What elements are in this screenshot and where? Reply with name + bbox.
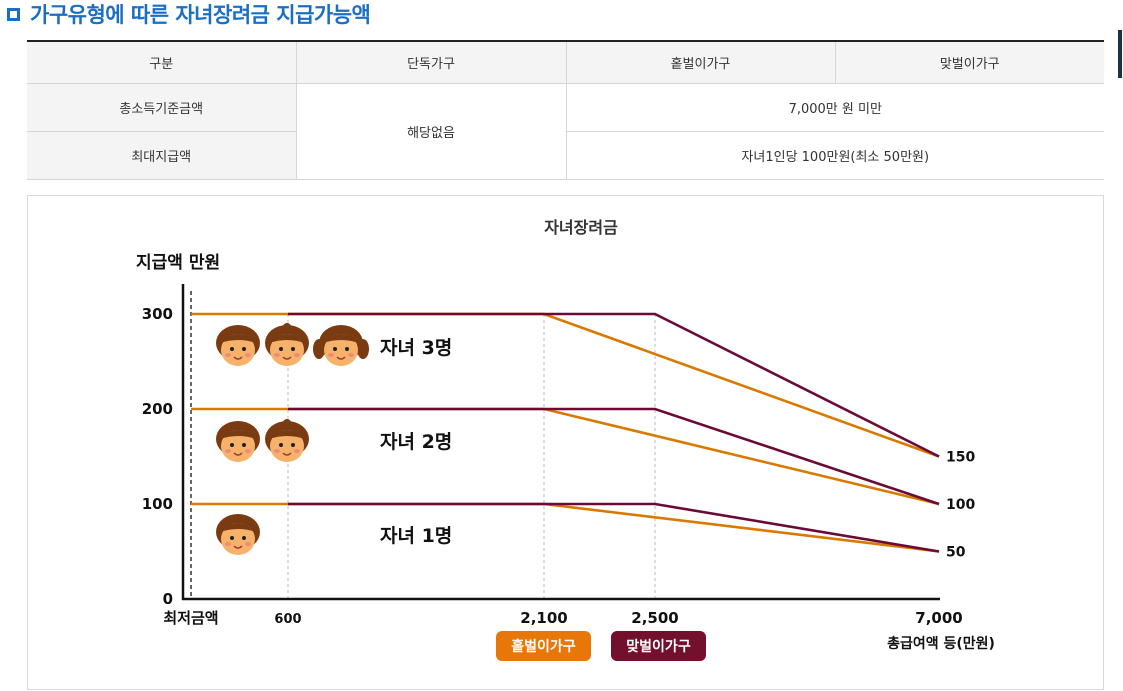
child-count-label: 자녀 2명 — [380, 431, 452, 453]
square-bullet-icon — [7, 7, 20, 21]
table-row: 최대지급액 자녀1인당 100만원(최소 50만원) — [27, 131, 1104, 180]
cell-income-limit: 7,000만 원 미만 — [565, 83, 1104, 132]
y-tick-label: 0 — [163, 590, 173, 608]
child-face-icon — [313, 325, 369, 366]
dual-earner-line — [288, 312, 940, 458]
y-tick-label: 300 — [142, 305, 173, 323]
cell-max-amount: 자녀1인당 100만원(최소 50만원) — [565, 131, 1104, 180]
y-tick-label: 100 — [142, 495, 173, 513]
header-single: 단독가구 — [295, 41, 566, 84]
single-earner-line — [191, 502, 940, 553]
header-single-earner: 홑벌이가구 — [565, 41, 835, 84]
header-category: 구분 — [27, 41, 296, 84]
dual-earner-line — [288, 407, 940, 506]
child-count-label: 자녀 3명 — [380, 337, 452, 359]
child-face-icon — [265, 419, 309, 462]
table-header-row: 구분 단독가구 홑벌이가구 맞벌이가구 — [27, 41, 1104, 84]
y-axis-label: 지급액 만원 — [136, 253, 220, 273]
end-value-label: 50 — [946, 545, 966, 561]
single-earner-line — [191, 407, 940, 506]
chart-title: 자녀장려금 — [544, 218, 618, 237]
end-value-label: 100 — [946, 497, 975, 513]
child-face-icon — [216, 514, 260, 555]
y-tick-label: 200 — [142, 400, 173, 418]
x-tick-label: 2,100 — [520, 609, 567, 627]
section-heading: 가구유형에 따른 자녀장려금 지급가능액 — [7, 0, 371, 28]
eligibility-table: 구분 단독가구 홑벌이가구 맞벌이가구 총소득기준금액 해당없음 7,000만 … — [27, 40, 1104, 180]
legend-dual-earner: 맞벌이가구 — [611, 631, 706, 661]
row-label-max-amount: 최대지급액 — [27, 131, 296, 180]
child-face-icon — [265, 323, 309, 366]
x-tick-label: 600 — [274, 612, 301, 627]
x-tick-label: 최저금액 — [163, 609, 218, 627]
child-count-label: 자녀 1명 — [380, 525, 452, 547]
legend-single-earner: 홑벌이가구 — [496, 631, 591, 661]
x-axis-label: 총급여액 등(만원) — [887, 635, 995, 652]
end-value-label: 150 — [946, 450, 975, 466]
cell-single-not-applicable: 해당없음 — [295, 83, 566, 180]
child-face-icon — [216, 421, 260, 462]
scroll-indicator[interactable] — [1118, 30, 1122, 78]
dual-earner-line — [288, 502, 940, 553]
header-dual-earner: 맞벌이가구 — [834, 41, 1104, 84]
child-face-icon — [216, 325, 260, 366]
row-label-income: 총소득기준금액 — [27, 83, 296, 132]
table-row: 총소득기준금액 해당없음 7,000만 원 미만 — [27, 83, 1104, 180]
section-title: 가구유형에 따른 자녀장려금 지급가능액 — [30, 3, 371, 27]
x-tick-label: 7,000 — [915, 609, 962, 627]
x-tick-label: 2,500 — [631, 609, 678, 627]
